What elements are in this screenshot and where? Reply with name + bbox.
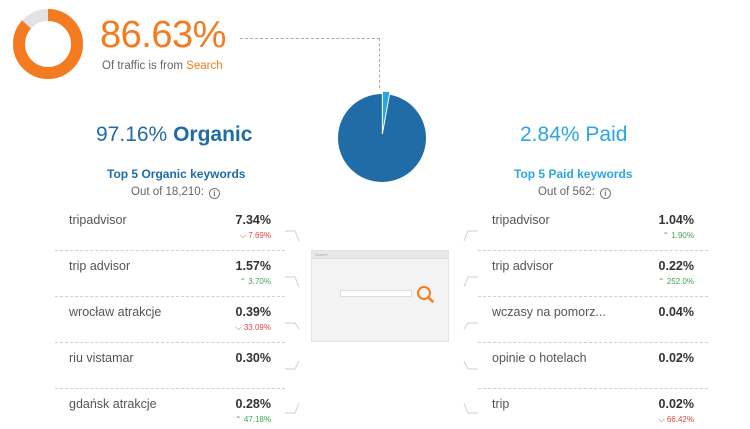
organic-keyword-list: tripadvisor 7.34% ⌵ 7.69% trip advisor 1…	[55, 205, 285, 429]
list-item[interactable]: trip advisor 1.57% ⌃ 3.70%	[55, 251, 285, 297]
change-value: 3.70%	[248, 277, 271, 286]
keyword-share: 0.28%	[235, 397, 271, 411]
keyword: gdańsk atrakcje	[69, 397, 157, 411]
traffic-source-link[interactable]: Search	[186, 60, 223, 72]
organic-percent: 97.16%	[96, 123, 168, 146]
keyword-change: ⌃ 252.0%	[658, 277, 694, 286]
keyword-share: 0.02%	[658, 397, 694, 411]
keyword-share: 0.39%	[235, 305, 271, 319]
list-item[interactable]: wrocław atrakcje 0.39% ⌵ 33.09%	[55, 297, 285, 343]
list-item[interactable]: opinie o hotelach 0.02%	[478, 343, 708, 389]
list-item[interactable]: wczasy na pomorz... 0.04%	[478, 297, 708, 343]
organic-keywords-count: Out of 18,210: i	[131, 186, 220, 199]
info-icon[interactable]: i	[599, 188, 611, 199]
change-value: 1.90%	[671, 231, 694, 240]
keyword: opinie o hotelach	[492, 351, 587, 365]
list-item[interactable]: tripadvisor 7.34% ⌵ 7.69%	[55, 205, 285, 251]
keyword-change: ⌵ 66.42%	[659, 415, 694, 425]
keyword-change: ⌵ 7.69%	[240, 231, 271, 241]
paid-connectors	[463, 230, 478, 414]
chevron-down-icon: ⌵	[240, 231, 247, 240]
keyword: wczasy na pomorz...	[492, 305, 606, 319]
organic-connectors	[285, 230, 300, 414]
pie-slice-organic	[338, 94, 426, 182]
paid-out-of: Out of 562:	[538, 186, 595, 198]
chevron-up-icon: ⌃	[657, 277, 665, 286]
keyword-share: 1.57%	[235, 259, 271, 273]
change-value: 47.18%	[243, 415, 271, 424]
info-icon[interactable]: i	[208, 188, 220, 199]
chevron-down-icon: ⌵	[658, 415, 665, 424]
change-value: 33.09%	[243, 323, 271, 332]
keyword-change: ⌃ 1.90%	[662, 231, 694, 240]
keyword: trip	[492, 397, 510, 411]
traffic-subtitle-text: Of traffic is from	[102, 60, 183, 72]
list-item[interactable]: riu vistamar 0.30%	[55, 343, 285, 389]
search-traffic-percent: 86.63%	[100, 14, 226, 56]
organic-label: Organic	[173, 123, 253, 146]
organic-paid-pie	[338, 92, 426, 182]
keyword-share: 1.04%	[658, 213, 694, 227]
chevron-up-icon: ⌃	[239, 277, 247, 286]
organic-title: 97.16% Organic	[96, 124, 252, 145]
paid-title: 2.84% Paid	[520, 124, 627, 145]
keyword-share: 0.02%	[658, 351, 694, 365]
thumbnail-bar-text: Search	[315, 252, 328, 257]
pie-slice-paid	[381, 92, 391, 135]
thumbnail-toolbar: Search	[312, 251, 448, 259]
keyword-change: ⌵ 33.09%	[236, 323, 271, 333]
keyword-share: 0.04%	[658, 305, 694, 319]
search-share-donut	[13, 9, 83, 79]
traffic-subtitle: Of traffic is from Search	[102, 60, 223, 72]
keyword-share: 0.30%	[235, 351, 271, 365]
keyword: trip advisor	[492, 259, 554, 273]
list-item[interactable]: gdańsk atrakcje 0.28% ⌃ 47.18%	[55, 389, 285, 429]
keyword: tripadvisor	[69, 213, 127, 227]
keyword-change: ⌃ 3.70%	[239, 277, 271, 286]
keyword-change: ⌃ 47.18%	[235, 415, 271, 424]
paid-label: Paid	[585, 123, 628, 146]
paid-percent: 2.84%	[520, 123, 580, 146]
keyword: trip advisor	[69, 259, 131, 273]
chevron-up-icon: ⌃	[662, 231, 670, 240]
change-value: 7.69%	[248, 231, 271, 240]
list-item[interactable]: trip 0.02% ⌵ 66.42%	[478, 389, 708, 429]
list-item[interactable]: trip advisor 0.22% ⌃ 252.0%	[478, 251, 708, 297]
paid-keywords-title: Top 5 Paid keywords	[514, 167, 633, 181]
keyword-share: 7.34%	[235, 213, 271, 227]
keyword: wrocław atrakcje	[69, 305, 162, 319]
list-item[interactable]: tripadvisor 1.04% ⌃ 1.90%	[478, 205, 708, 251]
organic-keywords-title: Top 5 Organic keywords	[107, 167, 246, 181]
keyword-share: 0.22%	[658, 259, 694, 273]
change-value: 66.42%	[666, 415, 694, 424]
organic-out-of: Out of 18,210:	[131, 186, 204, 198]
search-engine-thumbnail: Search	[311, 250, 449, 342]
chevron-up-icon: ⌃	[234, 415, 242, 424]
change-value: 252.0%	[666, 277, 694, 286]
keyword: riu vistamar	[69, 351, 134, 365]
search-icon	[417, 286, 434, 303]
connector-line	[240, 38, 380, 88]
paid-keyword-list: tripadvisor 1.04% ⌃ 1.90% trip advisor 0…	[478, 205, 708, 429]
keyword: tripadvisor	[492, 213, 550, 227]
chevron-down-icon: ⌵	[235, 323, 242, 332]
thumbnail-search-box	[340, 290, 412, 297]
paid-keywords-count: Out of 562: i	[538, 186, 611, 199]
